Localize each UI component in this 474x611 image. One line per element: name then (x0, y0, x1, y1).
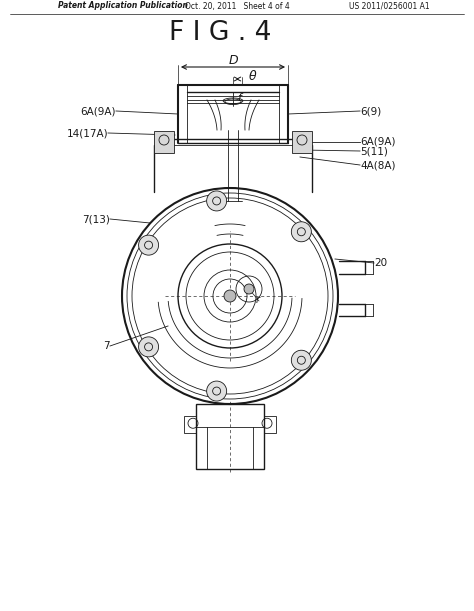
Circle shape (292, 222, 311, 242)
Bar (154, 131, 174, 153)
Circle shape (292, 350, 311, 370)
Text: D: D (228, 54, 238, 67)
Bar (264, 416, 276, 433)
Bar (196, 404, 264, 469)
Text: 5(11): 5(11) (360, 146, 388, 156)
Text: 20: 20 (374, 258, 387, 268)
Text: r: r (256, 295, 260, 305)
Text: 6(9): 6(9) (360, 106, 381, 116)
Bar (292, 131, 312, 153)
Text: 6A(9A): 6A(9A) (360, 137, 395, 147)
Circle shape (207, 381, 227, 401)
Circle shape (244, 284, 254, 294)
Bar (184, 416, 196, 433)
Text: US 2011/0256001 A1: US 2011/0256001 A1 (349, 1, 430, 10)
Text: Patent Application Publication: Patent Application Publication (58, 1, 188, 10)
Circle shape (138, 337, 159, 357)
Text: 6A(9A): 6A(9A) (81, 106, 116, 116)
Text: 14(17A): 14(17A) (66, 128, 108, 138)
Text: Oct. 20, 2011   Sheet 4 of 4: Oct. 20, 2011 Sheet 4 of 4 (185, 1, 289, 10)
Circle shape (224, 290, 236, 302)
Text: θ: θ (249, 70, 256, 84)
Circle shape (207, 191, 227, 211)
Text: 7(13): 7(13) (82, 214, 110, 224)
Text: 7: 7 (103, 341, 110, 351)
Text: f: f (237, 93, 241, 103)
Text: 4A(8A): 4A(8A) (360, 160, 395, 170)
Text: F I G . 4: F I G . 4 (169, 20, 271, 46)
Circle shape (138, 235, 159, 255)
